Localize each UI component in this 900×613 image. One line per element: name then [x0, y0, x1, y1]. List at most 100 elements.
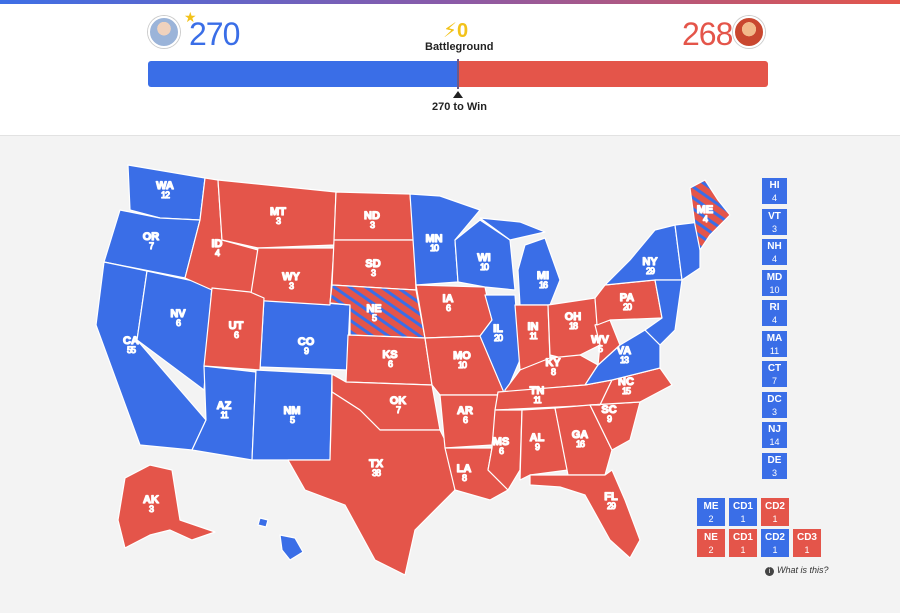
state-label: ME	[697, 204, 714, 216]
winner-star-icon: ★	[184, 9, 197, 25]
state-ev: 9	[607, 414, 612, 424]
small-state-ev: 3	[771, 223, 777, 234]
state-ut[interactable]: UT6	[203, 287, 265, 371]
what-is-this-link[interactable]: i What is this?	[765, 565, 829, 576]
state-hi[interactable]	[279, 534, 304, 561]
state-ev: 16	[576, 439, 585, 449]
small-state-dc[interactable]: DC 3	[762, 391, 787, 418]
state-label: NV	[170, 308, 186, 320]
small-state-de[interactable]: DE 3	[762, 452, 787, 479]
district-box-3[interactable]: NE 2	[697, 529, 725, 557]
rep-electoral-votes: 268	[682, 16, 733, 52]
state-ev: 10	[430, 243, 439, 253]
state-ev: 16	[539, 280, 548, 290]
district-box-6[interactable]: CD3 1	[793, 529, 821, 557]
state-ev: 10	[458, 360, 467, 370]
state-sd[interactable]: SD3	[331, 239, 417, 291]
district-box-0[interactable]: ME 2	[697, 498, 725, 526]
state-or[interactable]: OR7	[103, 209, 201, 279]
state-mt[interactable]: MT3	[217, 179, 337, 249]
district-box-5[interactable]: CD2 1	[761, 529, 789, 557]
state-ev: 29	[607, 501, 616, 511]
dem-electoral-votes: 270	[189, 16, 240, 52]
top-accent-line	[0, 0, 900, 4]
state-label: OR	[143, 231, 160, 243]
district-ev: 1	[772, 545, 778, 555]
small-state-ma[interactable]: MA 11	[762, 330, 787, 357]
small-state-ct[interactable]: CT 7	[762, 361, 787, 387]
state-ar[interactable]: AR6	[439, 394, 499, 449]
state-ev: 6	[463, 415, 468, 425]
state-ev: 38	[372, 468, 381, 478]
small-state-label: VT	[768, 210, 781, 222]
district-box-2[interactable]: CD2 1	[761, 498, 789, 526]
state-nd[interactable]: ND3	[333, 191, 415, 241]
district-label: CD1	[732, 501, 753, 512]
state-ev: 11	[529, 331, 537, 341]
state-label: MT	[270, 206, 286, 218]
state-nv[interactable]: NV6	[136, 270, 213, 391]
state-label: WV	[591, 334, 609, 346]
state-me[interactable]: ME4	[689, 179, 731, 251]
district-box-4[interactable]: CD1 1	[729, 529, 757, 557]
info-icon: i	[765, 567, 774, 576]
state-ms[interactable]: MS6	[487, 409, 523, 491]
state-wy[interactable]: WY3	[249, 247, 335, 306]
state-sc[interactable]: SC9	[589, 401, 641, 451]
state-al[interactable]: AL9	[519, 407, 569, 481]
state-label: AR	[457, 405, 473, 417]
small-state-ri[interactable]: RI 4	[762, 300, 787, 326]
small-state-ev: 3	[771, 406, 777, 417]
district-box-1[interactable]: CD1 1	[729, 498, 757, 526]
small-state-md[interactable]: MD 10	[762, 269, 787, 296]
new-england-small-states[interactable]	[674, 221, 701, 281]
small-state-nh[interactable]: NH 4	[762, 239, 787, 265]
state-label: MS	[493, 436, 510, 448]
state-nm[interactable]: NM5	[251, 369, 333, 461]
state-label: LA	[457, 463, 472, 475]
state-ia[interactable]: IA6	[415, 284, 493, 339]
state-label: IA	[443, 293, 454, 305]
state-co[interactable]: CO9	[259, 297, 351, 371]
small-state-vt[interactable]: VT 3	[762, 208, 787, 235]
district-label: ME	[703, 501, 719, 512]
small-state-label: RI	[769, 302, 780, 313]
state-ev: 4	[215, 248, 220, 258]
state-ky[interactable]: KY8	[504, 354, 599, 393]
state-ev: 9	[535, 442, 540, 452]
state-label: FL	[604, 491, 618, 503]
state-ev: 11	[533, 395, 541, 405]
state-label: MN	[425, 233, 442, 245]
state-ak[interactable]: AK3	[117, 464, 216, 549]
state-label: MI	[537, 270, 549, 282]
state-label: UT	[229, 320, 244, 332]
small-state-ev: 7	[771, 376, 777, 386]
state-label: CO	[298, 336, 315, 348]
state-label: TN	[530, 385, 545, 397]
state-ks[interactable]: KS6	[345, 334, 433, 386]
battleground-count: ⚡0	[443, 20, 469, 42]
state-ev: 3	[276, 216, 281, 226]
small-state-hi[interactable]: HI 4	[762, 178, 787, 204]
state-la[interactable]: LA8	[444, 447, 509, 501]
state-ne[interactable]: NE5	[329, 284, 426, 339]
small-state-nj[interactable]: NJ 14	[762, 422, 787, 448]
small-state-ev: 3	[771, 467, 777, 478]
state-ev: 5	[598, 344, 603, 354]
district-label: NE	[704, 532, 718, 543]
